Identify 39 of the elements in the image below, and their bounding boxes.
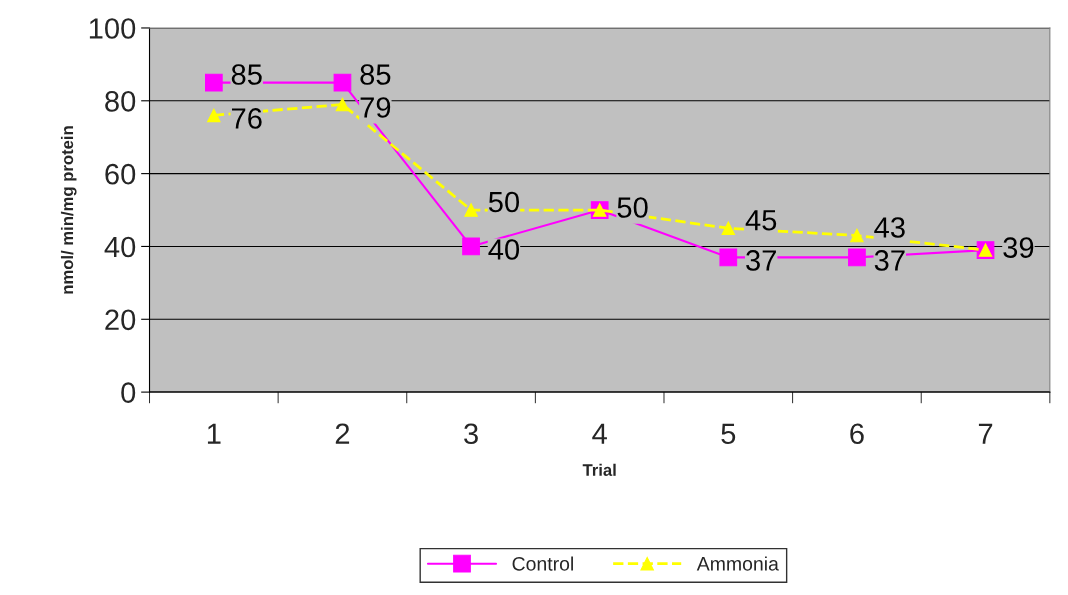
x-tick-label: 3 xyxy=(464,423,478,445)
y-axis-title: nmol/ min/mg protein xyxy=(60,126,77,294)
y-tick-label: 100 xyxy=(89,18,136,39)
point xyxy=(333,73,352,92)
y-tick-label: 0 xyxy=(121,382,136,403)
x-tick-label: 2 xyxy=(335,423,350,444)
data-label: 45 xyxy=(745,210,777,231)
point xyxy=(719,248,738,267)
point xyxy=(721,221,736,236)
point xyxy=(207,108,221,123)
data-label: 40 xyxy=(488,239,520,260)
point xyxy=(335,97,350,112)
x-tick-label: 4 xyxy=(592,423,607,444)
x-tick-label: 1 xyxy=(207,423,221,444)
data-label: 37 xyxy=(746,250,776,271)
x-axis-title: Trial xyxy=(582,463,616,476)
data-label: 50 xyxy=(617,197,648,218)
data-label: 43 xyxy=(874,217,905,238)
point xyxy=(462,237,480,256)
data-label: 50 xyxy=(488,191,520,213)
data-label: 85 xyxy=(231,64,262,85)
legend-label: Ammonia xyxy=(696,556,779,571)
point xyxy=(850,228,864,243)
y-tick-label: 40 xyxy=(104,236,136,258)
y-tick-label: 60 xyxy=(105,163,136,185)
data-label: 79 xyxy=(360,97,391,118)
x-tick-label: 7 xyxy=(978,423,993,444)
point xyxy=(204,73,223,92)
point xyxy=(848,248,866,267)
data-label: 85 xyxy=(360,64,391,85)
data-label: 76 xyxy=(231,108,262,129)
legend-label: Control xyxy=(512,556,573,571)
point xyxy=(464,203,478,217)
data-label: 37 xyxy=(874,250,905,271)
x-tick-label: 5 xyxy=(721,423,736,445)
data-label: 39 xyxy=(1003,237,1034,258)
x-tick-label: 6 xyxy=(850,423,864,445)
y-tick-label: 20 xyxy=(105,309,136,331)
y-tick-label: 80 xyxy=(105,90,136,112)
